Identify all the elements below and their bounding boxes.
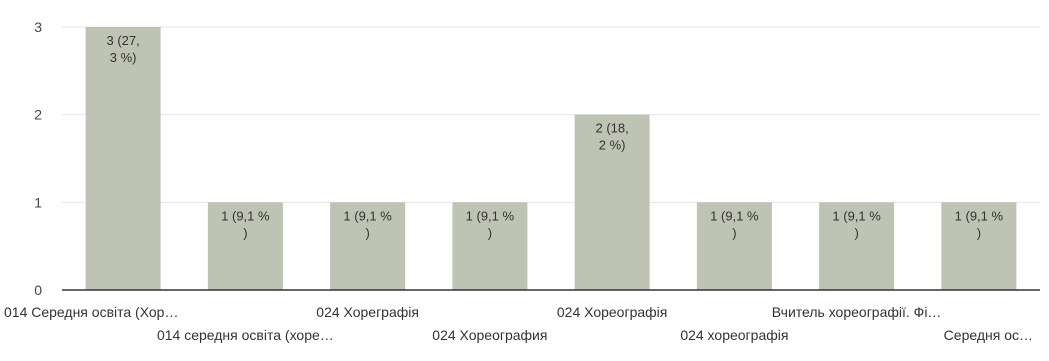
bars [85, 27, 1017, 291]
bar-data-label-line: 1 (9,1 % [343, 208, 392, 223]
y-tick-label: 3 [34, 19, 42, 35]
bar-data-label: 1 (9,1 %) [221, 208, 270, 240]
bar-data-label-line: ) [854, 225, 858, 240]
bar-data-label-line: ) [243, 225, 247, 240]
bar-data-label-line: 1 (9,1 % [710, 208, 759, 223]
bar-data-label-line: ) [365, 225, 369, 240]
bar [207, 202, 283, 290]
bar [941, 202, 1017, 290]
x-tick-label: 024 Хореография [432, 327, 547, 343]
x-tick-label: 024 Хореграфія [316, 304, 419, 320]
bar-data-label-line: 1 (9,1 % [221, 208, 270, 223]
bar [85, 27, 161, 290]
bar-data-label-line: ) [732, 225, 736, 240]
bar [452, 202, 528, 290]
y-tick-label: 1 [34, 194, 42, 210]
x-tick-label: 014 середня освіта (хоре… [157, 327, 334, 343]
bar-data-label-line: ) [488, 225, 492, 240]
data-labels: 3 (27, 3 %)1 (9,1 %)1 (9,1 %)1 (9,1 %)2 (… [107, 33, 1004, 240]
bar-data-label-line: 1 (9,1 % [466, 208, 515, 223]
x-axis-ticks: 014 Середня освіта (Хор… 014 середня осві… [4, 304, 1033, 343]
bar-data-label-line: 2 %) [599, 138, 626, 153]
bar-data-label: 3 (27, 3 %) [107, 33, 140, 65]
bar-data-label: 1 (9,1 %) [343, 208, 392, 240]
bar-data-label-line: 3 %) [110, 50, 137, 65]
bar [696, 202, 772, 290]
x-tick-label: 014 Середня освіта (Хор… [4, 304, 178, 320]
bar-data-label-line: 3 (27, [107, 33, 140, 48]
bar-data-label: 1 (9,1 %) [832, 208, 881, 240]
bar-data-label: 2 (18, 2 %) [596, 121, 629, 153]
x-tick-label: Вчитель хореографії. Фі… [772, 304, 942, 320]
y-axis-ticks: 0 1 2 3 [34, 19, 42, 298]
x-tick-label: 024 Хореографія [557, 304, 667, 320]
bar-data-label-line: ) [977, 225, 981, 240]
x-tick-label: Середня ос… [944, 327, 1033, 343]
bar [330, 202, 406, 290]
grid-lines [62, 26, 1040, 203]
bar-data-label: 1 (9,1 %) [710, 208, 759, 240]
bar-data-label-line: 1 (9,1 % [955, 208, 1004, 223]
x-tick-label: 024 хореографія [680, 327, 788, 343]
bar-data-label-line: 1 (9,1 % [832, 208, 881, 223]
y-tick-label: 0 [34, 282, 42, 298]
bar-data-label-line: 2 (18, [596, 121, 629, 136]
y-tick-label: 2 [34, 107, 42, 123]
bar-data-label: 1 (9,1 %) [466, 208, 515, 240]
bar-data-label: 1 (9,1 %) [955, 208, 1004, 240]
bar [819, 202, 895, 290]
bar [574, 114, 650, 291]
